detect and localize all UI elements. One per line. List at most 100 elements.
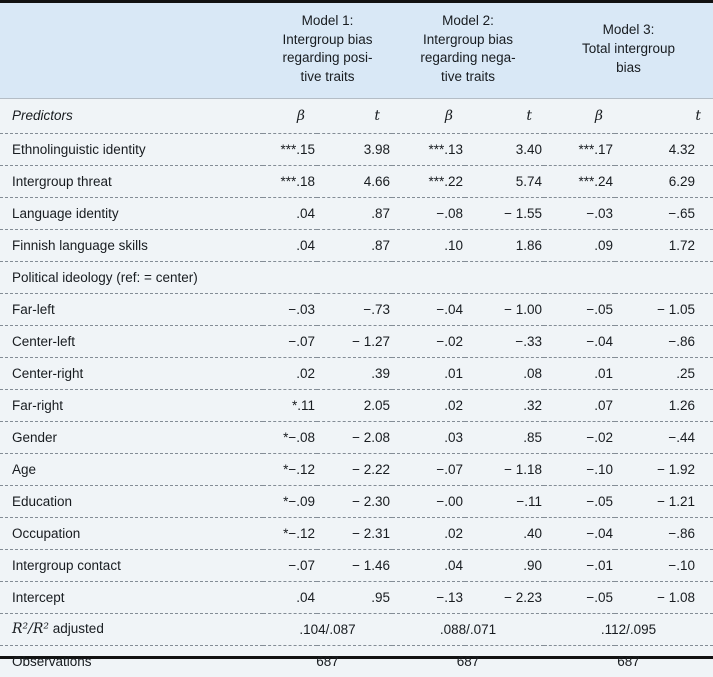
t-value: .32 [465,389,545,422]
predictor-label: Intercept [0,581,263,614]
beta-header-m1: β [263,98,317,134]
table-row-center-right: Center-right .02 .39 .01 .08 .01 .25 [0,357,713,390]
beta-value: −.03 [544,197,616,230]
t-value: .08 [465,357,545,390]
t-value: 2.05 [317,389,392,422]
t-value: −.65 [615,197,713,230]
predictor-label: Ethnolinguistic identity [0,133,263,166]
table-row-intergroup-contact: Intergroup contact −.07 − 1.46 .04 .90 −… [0,549,713,582]
t-value: −.11 [465,485,545,518]
t-value: − 2.30 [317,485,392,518]
predictor-label: Intergroup contact [0,549,263,582]
table-row-language-identity: Language identity .04 .87 −.08 − 1.55 −.… [0,197,713,230]
beta-value: −.07 [263,325,317,358]
t-value: 5.74 [465,165,545,198]
table-row-gender: Gender *−.08 − 2.08 .03 .85 −.02 −.44 [0,421,713,454]
t-value: 1.72 [615,229,713,262]
observations-m1: 687 [316,653,339,669]
predictor-label: Finnish language skills [0,229,263,262]
predictor-label: Intergroup threat [0,165,263,198]
beta-value: −.00 [392,485,465,518]
predictor-label: Age [0,453,263,486]
beta-value: .04 [392,549,465,582]
header-spacer [0,3,263,99]
beta-value: *−.08 [263,421,317,454]
beta-value: .04 [263,581,317,614]
predictor-label: Center-left [0,325,263,358]
beta-value: ***.24 [544,165,616,198]
observations-row: Observations 687 687 687 [0,645,713,677]
beta-value: .04 [263,229,317,262]
t-value: − 1.05 [615,293,713,326]
t-value: 3.98 [317,133,392,166]
r2-value-m3: .112/.095 [544,613,713,646]
t-value: .90 [465,549,545,582]
t-value: 1.26 [615,389,713,422]
t-value: − 2.23 [465,581,545,614]
beta-value: .01 [392,357,465,390]
r2-row: R²/R² adjusted .104/.087 .088/.071 .112/… [0,613,713,646]
t-value: − 2.08 [317,421,392,454]
beta-value: −.07 [392,453,465,486]
beta-value: *−.09 [263,485,317,518]
predictor-label: Center-right [0,357,263,390]
r2-value-m1: .104/.087 [263,613,392,646]
t-value: −.73 [317,293,392,326]
table-row-finnish-language-skills: Finnish language skills .04 .87 .10 1.86… [0,229,713,262]
beta-header-m2: β [392,98,465,134]
beta-value: .03 [392,421,465,454]
model-header-row: Model 1: Intergroup bias regarding posi-… [0,3,713,99]
t-value: − 1.27 [317,325,392,358]
predictor-label: Far-left [0,293,263,326]
beta-value: −.05 [544,293,616,326]
t-value: − 2.31 [317,517,392,550]
observations-m2: 687 [456,653,480,669]
beta-value: −.02 [544,421,616,454]
beta-value: .07 [544,389,616,422]
observations-m3: 687 [617,653,640,669]
t-value: .95 [317,581,392,614]
beta-value: −.10 [544,453,616,486]
t-value: − 1.08 [615,581,713,614]
beta-value: ***.22 [392,165,465,198]
beta-value: *−.12 [263,517,317,550]
table-row-intergroup-threat: Intergroup threat ***.18 4.66 ***.22 5.7… [0,165,713,198]
t-value: 1.86 [465,229,545,262]
t-value: .87 [317,229,392,262]
t-value: − 1.00 [465,293,545,326]
t-value: .85 [465,421,545,454]
beta-value: −.07 [263,549,317,582]
beta-value: .02 [392,389,465,422]
t-value: −.86 [615,517,713,550]
t-value: −.33 [465,325,545,358]
table-row-far-right: Far-right *.11 2.05 .02 .32 .07 1.26 [0,389,713,422]
t-value: − 1.46 [317,549,392,582]
t-value: 4.32 [615,133,713,166]
predictors-header: Predictors [0,98,263,134]
r2-value-m2: .088/.071 [392,613,545,646]
beta-value: −.01 [544,549,616,582]
predictor-label: Far-right [0,389,263,422]
table-row-age: Age *−.12 − 2.22 −.07 − 1.18 −.10 − 1.92 [0,453,713,486]
beta-value: −.08 [392,197,465,230]
beta-value: .02 [263,357,317,390]
t-value: .40 [465,517,545,550]
beta-value: ***.15 [263,133,317,166]
beta-value: .09 [544,229,616,262]
beta-value: −.13 [392,581,465,614]
model-1-header: Model 1: Intergroup bias regarding posi-… [263,3,392,99]
t-value: 3.40 [465,133,545,166]
predictor-label: Gender [0,421,263,454]
section-label: Political ideology (ref: = center) [0,261,713,294]
predictor-label: Occupation [0,517,263,550]
t-value: − 1.21 [615,485,713,518]
beta-value: −.04 [392,293,465,326]
t-value: − 1.55 [465,197,545,230]
r2-label-rest: adjusted [49,621,104,636]
r2-label: R²/R² adjusted [0,613,263,646]
t-value: .25 [615,357,713,390]
t-value: − 1.18 [465,453,545,486]
beta-value: .01 [544,357,616,390]
beta-value: .04 [263,197,317,230]
t-value: − 2.22 [317,453,392,486]
